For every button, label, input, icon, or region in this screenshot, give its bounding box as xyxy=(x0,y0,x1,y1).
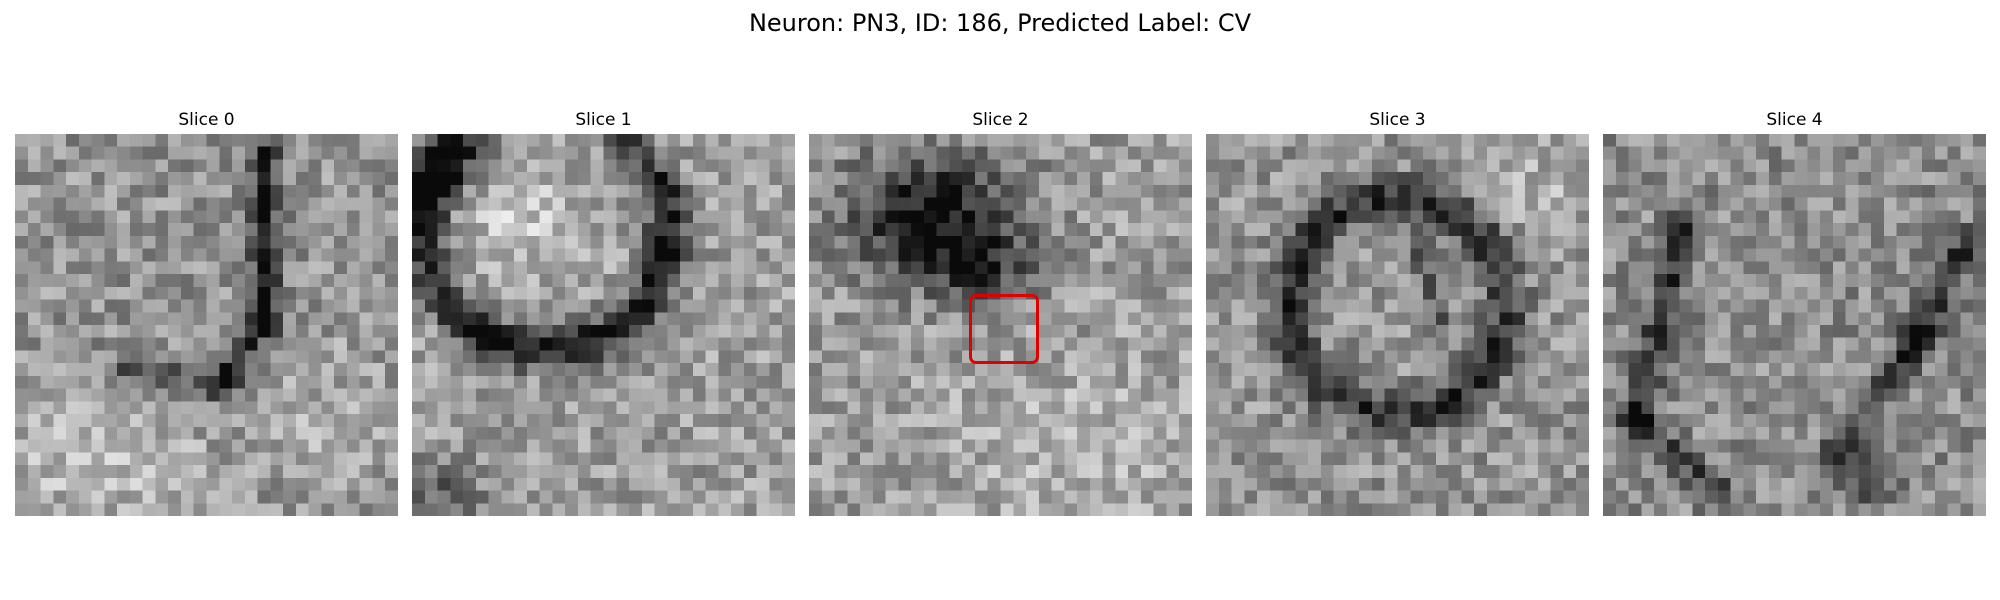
slice-panel-1: Slice 1 xyxy=(412,110,795,516)
slice-title-2: Slice 2 xyxy=(972,110,1029,130)
slice-image-3 xyxy=(1206,134,1589,516)
slice-image-0 xyxy=(15,134,398,516)
slice-title-0: Slice 0 xyxy=(178,110,235,130)
slice-image-4 xyxy=(1603,134,1986,516)
slice-panel-3: Slice 3 xyxy=(1206,110,1589,516)
slice-panel-2: Slice 2 xyxy=(809,110,1192,516)
roi-highlight-box xyxy=(969,294,1039,364)
figure-title: Neuron: PN3, ID: 186, Predicted Label: C… xyxy=(748,9,1252,37)
slice-title-1: Slice 1 xyxy=(575,110,632,130)
slice-title-4: Slice 4 xyxy=(1766,110,1823,130)
slice-panel-4: Slice 4 xyxy=(1603,110,1986,516)
slice-image-wrapper-2 xyxy=(809,134,1192,516)
slice-panel-0: Slice 0 xyxy=(15,110,398,516)
slice-image-1 xyxy=(412,134,795,516)
slice-image-2 xyxy=(809,134,1192,516)
slice-title-3: Slice 3 xyxy=(1369,110,1426,130)
